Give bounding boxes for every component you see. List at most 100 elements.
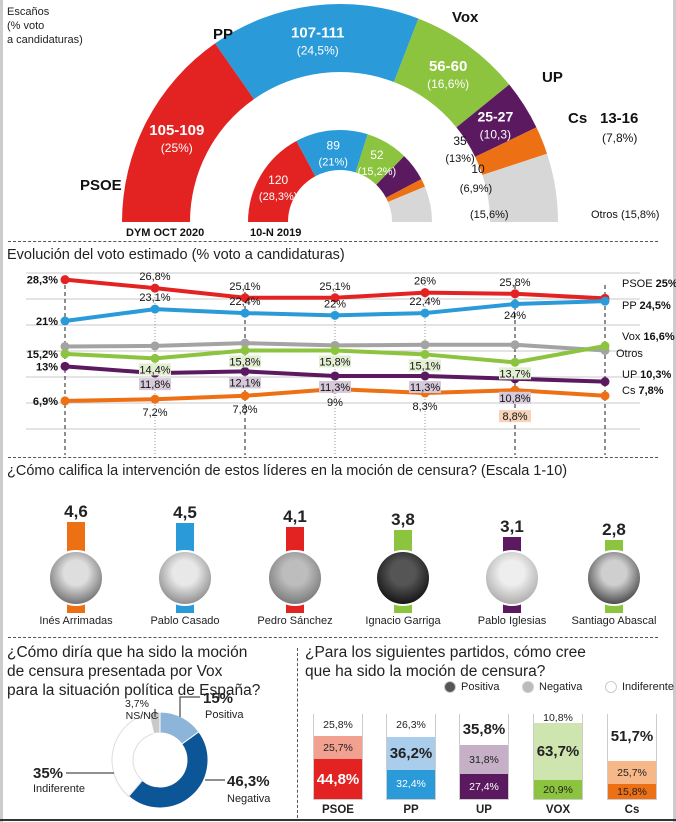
leader-score: 2,8: [602, 519, 626, 539]
data-label-cs: 8,8%: [502, 411, 527, 423]
leader-photo: [484, 549, 540, 606]
leader-card: 3,1 Pablo Iglesias: [462, 517, 562, 627]
positive-value: 15%: [203, 692, 233, 707]
leader-card: 3,8 Ignacio Garriga: [353, 510, 453, 627]
party-label-up: UP: [542, 69, 563, 86]
data-point-vox: [60, 349, 70, 359]
outer-pct-label: (25%): [161, 141, 193, 155]
legend-label: Negativa: [539, 681, 583, 693]
bar-segment-indiferente: 26,3%: [387, 713, 435, 737]
inner-seats-label: 52: [370, 148, 384, 162]
nsnc-value: 3,7%: [125, 698, 149, 710]
leader-line: [179, 696, 200, 717]
hemicycle-chart: 105-109 (25%) 107-111 (24,5%) 56-60 (16,6%) 25…: [80, 4, 659, 239]
data-point-pp: [60, 316, 70, 326]
data-point-pp: [240, 308, 250, 318]
category-label: Cs: [624, 804, 640, 816]
data-label-up: 12,1%: [229, 377, 260, 389]
data-label-pp: 21%: [36, 316, 58, 328]
bar-segment-positiva: 32,4%: [387, 769, 435, 799]
leader-name: Pablo Casado: [150, 614, 220, 627]
data-label-up: 11,8%: [140, 379, 171, 391]
data-point-psoe: [150, 283, 160, 293]
leaders-title: ¿Cómo califica la intervención de estos …: [7, 463, 568, 479]
outer-pct-label: (24,5%): [297, 43, 339, 57]
leader-name: Pablo Iglesias: [477, 614, 547, 627]
data-label-cs: 8,3%: [412, 401, 437, 413]
data-label-vox: 15,8%: [319, 356, 350, 368]
inner-pct-label: (21%): [319, 156, 348, 168]
leader-score: 3,8: [391, 510, 415, 530]
leader-name: Ignacio Garriga: [365, 614, 441, 627]
inner-cs-seats: 10: [471, 162, 485, 176]
otros-label: Otros (15,8%): [591, 209, 659, 221]
nsnc-label: NS/NC: [126, 710, 159, 722]
data-label-up: 10,8%: [499, 393, 530, 405]
bar-segment-positiva: 20,9%: [534, 780, 582, 799]
leader-name: Inés Arrimadas: [39, 614, 113, 627]
data-label-pp: 24%: [504, 310, 526, 322]
leader-score-bar: [67, 522, 85, 552]
divider: [8, 241, 658, 242]
category-label: PP: [403, 804, 419, 816]
leader-score: 3,1: [500, 516, 524, 536]
category-label: VOX: [545, 804, 571, 816]
category-label: PSOE: [322, 804, 354, 816]
positive-label: Positiva: [205, 709, 244, 721]
data-point-otros: [150, 341, 160, 351]
end-label-cs: Cs 7,8%: [622, 385, 664, 397]
donut-title-line: para la situación política de España?: [7, 682, 261, 699]
data-label-up: 13%: [36, 361, 58, 373]
hemicycle-note: Escaños (% voto a candidaturas): [7, 5, 83, 47]
indifferent-label: Indiferente: [33, 783, 85, 795]
label-background: [499, 391, 531, 404]
data-point-vox: [510, 357, 520, 367]
label-background: [409, 359, 441, 372]
data-label-psoe: 25,1%: [319, 281, 350, 293]
data-point-vox: [600, 341, 610, 351]
outer-segment-psoe: [122, 43, 255, 223]
note-line: a candidaturas): [7, 34, 83, 46]
outer-segment-up: [456, 84, 537, 157]
inner-segment-vox: [355, 134, 405, 185]
note-line: Escaños: [7, 6, 50, 18]
leader-score-bar: [503, 536, 521, 552]
negative-value: 46,3%: [227, 773, 270, 790]
leader-party-bar: [67, 602, 85, 613]
data-label-vox: 13,7%: [499, 368, 530, 380]
inner-segment-psoe: [248, 140, 316, 222]
data-label-vox: 15,8%: [229, 356, 260, 368]
inner-pct-label: (15,2%): [358, 166, 397, 178]
data-point-psoe: [60, 275, 70, 285]
data-point-pp: [600, 296, 610, 306]
line-chart: 10-NDYM MarzoDYM AbrilDYM MayoDYM JunioD…: [26, 271, 676, 455]
divider: [8, 457, 658, 458]
inner-segment-cs: [386, 179, 425, 202]
outer-seats-label: 107-111: [291, 24, 344, 41]
outer-caption: DYM OCT 2020: [126, 227, 204, 239]
stack-title: ¿Para los siguientes partidos, cómo cree…: [305, 643, 586, 681]
legend-swatch-icon: [605, 681, 617, 693]
bottom-rule: [0, 819, 676, 821]
data-label-cs: 6,9%: [33, 396, 58, 408]
data-point-up: [330, 371, 340, 381]
data-point-cs: [150, 394, 160, 404]
leader-party-bar: [394, 602, 412, 613]
donut-slice-indiferente: [111, 712, 155, 798]
stack-title-line: que ha sido la moción de censura?: [305, 663, 546, 680]
cs-seats-label: 13-16: [600, 110, 638, 127]
end-label-up: UP 10,3%: [622, 369, 672, 381]
inner-otros-pct: (15,6%): [470, 209, 509, 221]
end-label-otros: Otros: [616, 348, 643, 360]
end-label-psoe: PSOE 25%: [622, 278, 676, 290]
leader-card: 2,8 Santiago Abascal: [564, 520, 664, 627]
outer-segment-cs: [475, 127, 548, 176]
bar-segment-indiferente: 51,7%: [608, 713, 656, 761]
label-background: [409, 380, 441, 393]
data-label-cs: 9%: [327, 397, 343, 409]
stack-title-line: ¿Para los siguientes partidos, cómo cree: [305, 644, 586, 661]
data-label-psoe: 25,8%: [499, 277, 530, 289]
data-label-vox: 15,1%: [409, 360, 440, 372]
party-label-pp: PP: [213, 26, 233, 43]
